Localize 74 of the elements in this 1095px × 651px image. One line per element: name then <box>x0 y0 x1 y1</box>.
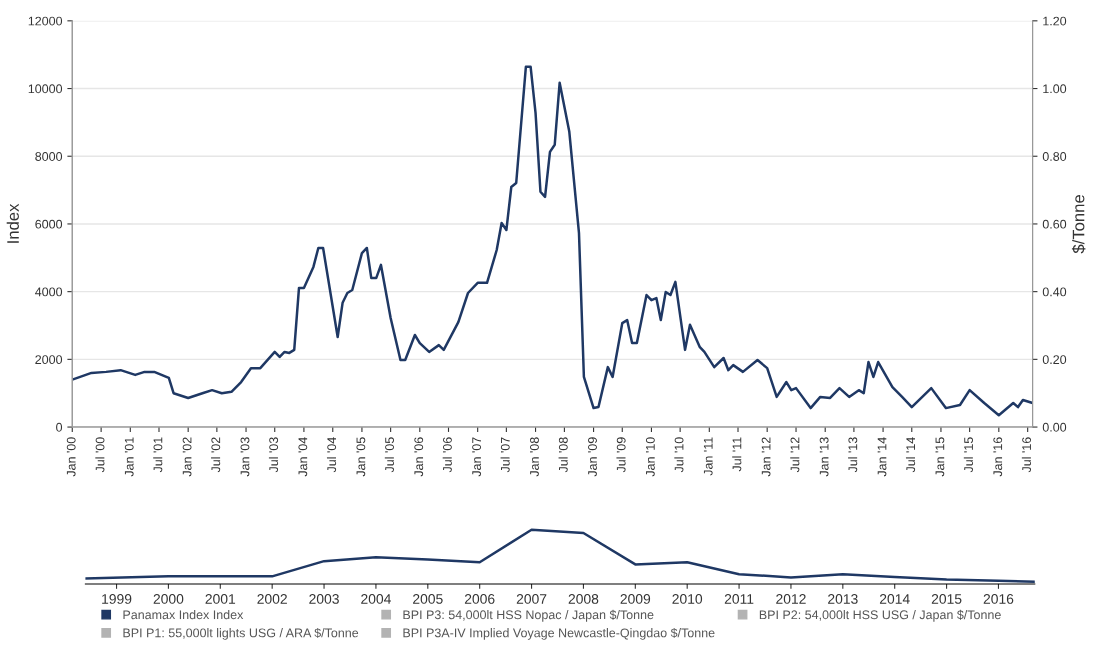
x-tick-label: Jan '09 <box>588 437 597 477</box>
x-tick-label: 2016 <box>983 594 1014 604</box>
x-tick-label: 2008 <box>568 594 599 604</box>
legend-label: BPI P3: 54,000lt HSS Nopac / Japan $/Tonne <box>403 609 654 622</box>
x-tick-label: Jul '10 <box>674 437 684 473</box>
x-tick-label: Jan '15 <box>935 437 945 477</box>
y2-tick-label: 0.00 <box>1042 422 1067 432</box>
x-tick-label: Jul '14 <box>905 437 916 473</box>
y-tick-label: 12000 <box>28 16 63 26</box>
x-tick-label: Jul '08 <box>558 437 568 473</box>
x-tick-label: Jul '15 <box>963 437 973 473</box>
legend-label: BPI P3A-IV Implied Voyage Newcastle-Qingdao $/Tonne <box>403 627 715 640</box>
legend-label: BPI P2: 54,000lt HSS USG / Japan $/Tonne <box>759 609 1001 622</box>
y2-tick-label: 0.80 <box>1042 152 1067 161</box>
x-tick-label: 2002 <box>257 594 287 604</box>
x-tick-label: 2013 <box>828 594 858 604</box>
x-tick-label: 2010 <box>672 594 703 604</box>
x-tick-label: 2014 <box>879 594 910 604</box>
legend-label: BPI P1: 55,000lt lights USG / ARA $/Tonne <box>123 627 359 640</box>
line-series <box>72 65 1033 417</box>
x-tick-label: Jan '01 <box>124 437 134 477</box>
y2-tick-label: 0.20 <box>1042 355 1067 364</box>
x-tick-label: Jan '16 <box>993 437 1003 477</box>
y-tick-label: 0 <box>56 422 63 432</box>
x-tick-label: Jan '08 <box>530 437 539 477</box>
x-tick-label: Jul '03 <box>268 437 279 473</box>
x-tick-label: Jan '07 <box>472 437 482 477</box>
x-tick-label: 2000 <box>153 594 184 604</box>
x-tick-label: 2012 <box>776 594 806 604</box>
x-tick-label: Jul '13 <box>848 437 858 473</box>
x-tick-label: Jan '13 <box>819 437 829 477</box>
x-tick-label: 2004 <box>361 594 391 604</box>
y2-tick-label: 0.60 <box>1042 219 1067 229</box>
x-tick-label: 2015 <box>931 594 962 604</box>
y-axis-title: Index <box>6 203 19 243</box>
x-tick-label: Jan '04 <box>298 437 308 477</box>
x-tick-label: Jul '02 <box>211 437 221 473</box>
y2-axis-title: $/Tonne <box>1071 195 1086 254</box>
x-tick-label: Jul '12 <box>790 437 800 473</box>
x-tick-label: Jan '10 <box>645 437 655 477</box>
x-tick-label: 2011 <box>724 594 754 604</box>
x-tick-label: 2009 <box>620 594 651 604</box>
x-tick-label: Jan '06 <box>414 437 424 477</box>
y-tick-label: 10000 <box>28 84 63 94</box>
x-tick-label: Jul '11 <box>732 437 742 472</box>
x-tick-label: Jul '04 <box>326 437 337 473</box>
x-tick-label: 2001 <box>205 594 236 604</box>
x-tick-label: Jan '12 <box>761 437 771 477</box>
x-tick-label: Jan '11 <box>703 437 713 476</box>
x-tick-label: Jul '01 <box>153 437 163 473</box>
x-tick-label: Jan '14 <box>877 437 887 477</box>
x-tick-label: 2006 <box>464 594 495 604</box>
x-tick-label: Jan '02 <box>182 437 192 477</box>
x-tick-label: Jan '00 <box>66 437 76 477</box>
x-tick-label: Jul '09 <box>616 437 626 473</box>
x-tick-label: Jan '05 <box>356 437 366 477</box>
x-tick-label: Jul '05 <box>384 437 394 473</box>
y-tick-label: 2000 <box>35 355 63 364</box>
y-tick-label: 8000 <box>35 152 63 161</box>
y2-tick-label: 1.20 <box>1043 16 1067 26</box>
y-tick-label: 4000 <box>35 287 63 297</box>
y2-tick-label: 1.00 <box>1043 84 1067 94</box>
x-tick-label: Jul '06 <box>442 437 452 473</box>
x-tick-label: 2005 <box>413 594 443 604</box>
x-tick-label: 1999 <box>102 594 132 604</box>
x-tick-label: Jul '16 <box>1021 437 1032 473</box>
legend-label: Panamax Index Index <box>123 610 244 620</box>
y-tick-label: 6000 <box>35 219 63 229</box>
x-tick-label: 2003 <box>309 594 339 604</box>
x-tick-label: 2007 <box>516 594 547 604</box>
y2-tick-label: 0.40 <box>1042 287 1067 297</box>
x-tick-label: Jul '00 <box>95 437 105 473</box>
x-tick-label: Jan '03 <box>240 437 250 477</box>
x-tick-label: Jul '07 <box>500 437 510 473</box>
